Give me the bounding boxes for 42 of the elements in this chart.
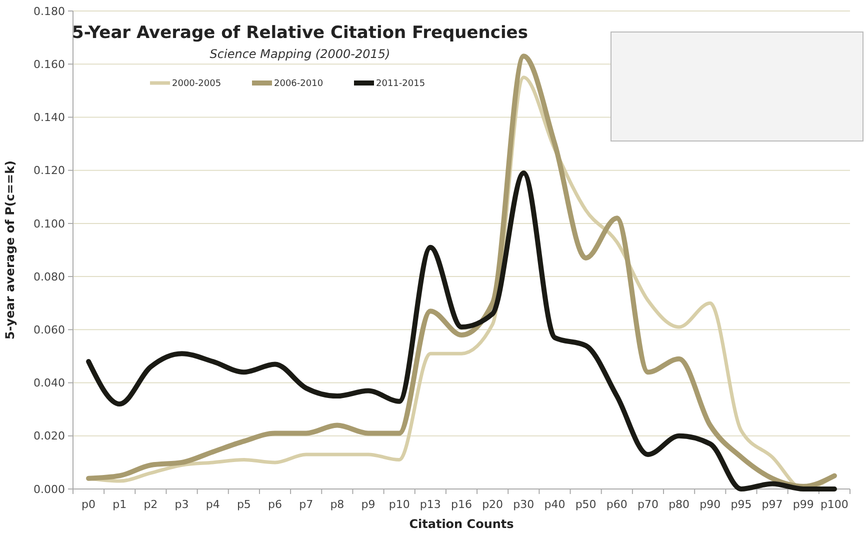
x-tick-label: p90: [700, 498, 721, 511]
x-tick-label: p30: [513, 498, 534, 511]
y-tick-label: 0.120: [34, 164, 65, 178]
x-tick-label: p13: [420, 498, 441, 511]
x-tick-label: p99: [792, 498, 814, 511]
x-tick-label: p80: [668, 498, 690, 511]
x-tick-label: p8: [330, 498, 344, 511]
x-tick-label: p70: [637, 498, 658, 511]
x-tick-label: p3: [174, 498, 189, 511]
y-tick-label: 0.140: [34, 111, 65, 124]
x-tick-label: p9: [361, 498, 376, 511]
x-tick-label: p40: [544, 498, 566, 511]
x-tick-label: p50: [575, 498, 596, 511]
y-tick-label: 0.000: [34, 482, 65, 496]
x-tick-label: p0: [82, 498, 96, 511]
y-tick-label: 0.160: [34, 58, 65, 71]
y-tick-label: 0.100: [34, 217, 65, 230]
legend-label: 2006-2010: [274, 79, 324, 90]
y-tick-label: 0.020: [34, 430, 65, 443]
legend-label: 2000-2005: [172, 79, 222, 90]
x-tick-label: p1: [112, 498, 127, 511]
x-tick-label: p6: [268, 498, 282, 511]
x-tick-label: p100: [820, 498, 848, 511]
x-axis-title: Citation Counts: [409, 517, 514, 531]
x-tick-label: p97: [762, 498, 783, 511]
y-tick-label: 0.080: [34, 270, 65, 284]
text: 5-Year Average of Relative Citation Frequencies: [72, 23, 528, 43]
legend-label: 2011-2015: [376, 79, 426, 90]
x-tick-label: p5: [236, 498, 251, 511]
y-tick-label: 0.060: [34, 324, 65, 337]
y-axis-title: 5-year average of P(c==k): [3, 160, 17, 340]
x-tick-label: p4: [206, 498, 220, 511]
x-tick-label: p20: [482, 498, 504, 511]
x-tick-label: p7: [299, 498, 314, 511]
x-tick-label: p95: [730, 498, 752, 511]
x-tick-label: p2: [144, 498, 158, 511]
y-tick-label: 0.180: [34, 4, 65, 18]
x-tick-label: p10: [388, 498, 410, 511]
text: Science Mapping (2000-2015): [210, 47, 390, 61]
x-tick-label: p16: [451, 498, 472, 511]
y-tick-label: 0.040: [34, 376, 65, 390]
x-tick-label: p60: [606, 498, 628, 511]
